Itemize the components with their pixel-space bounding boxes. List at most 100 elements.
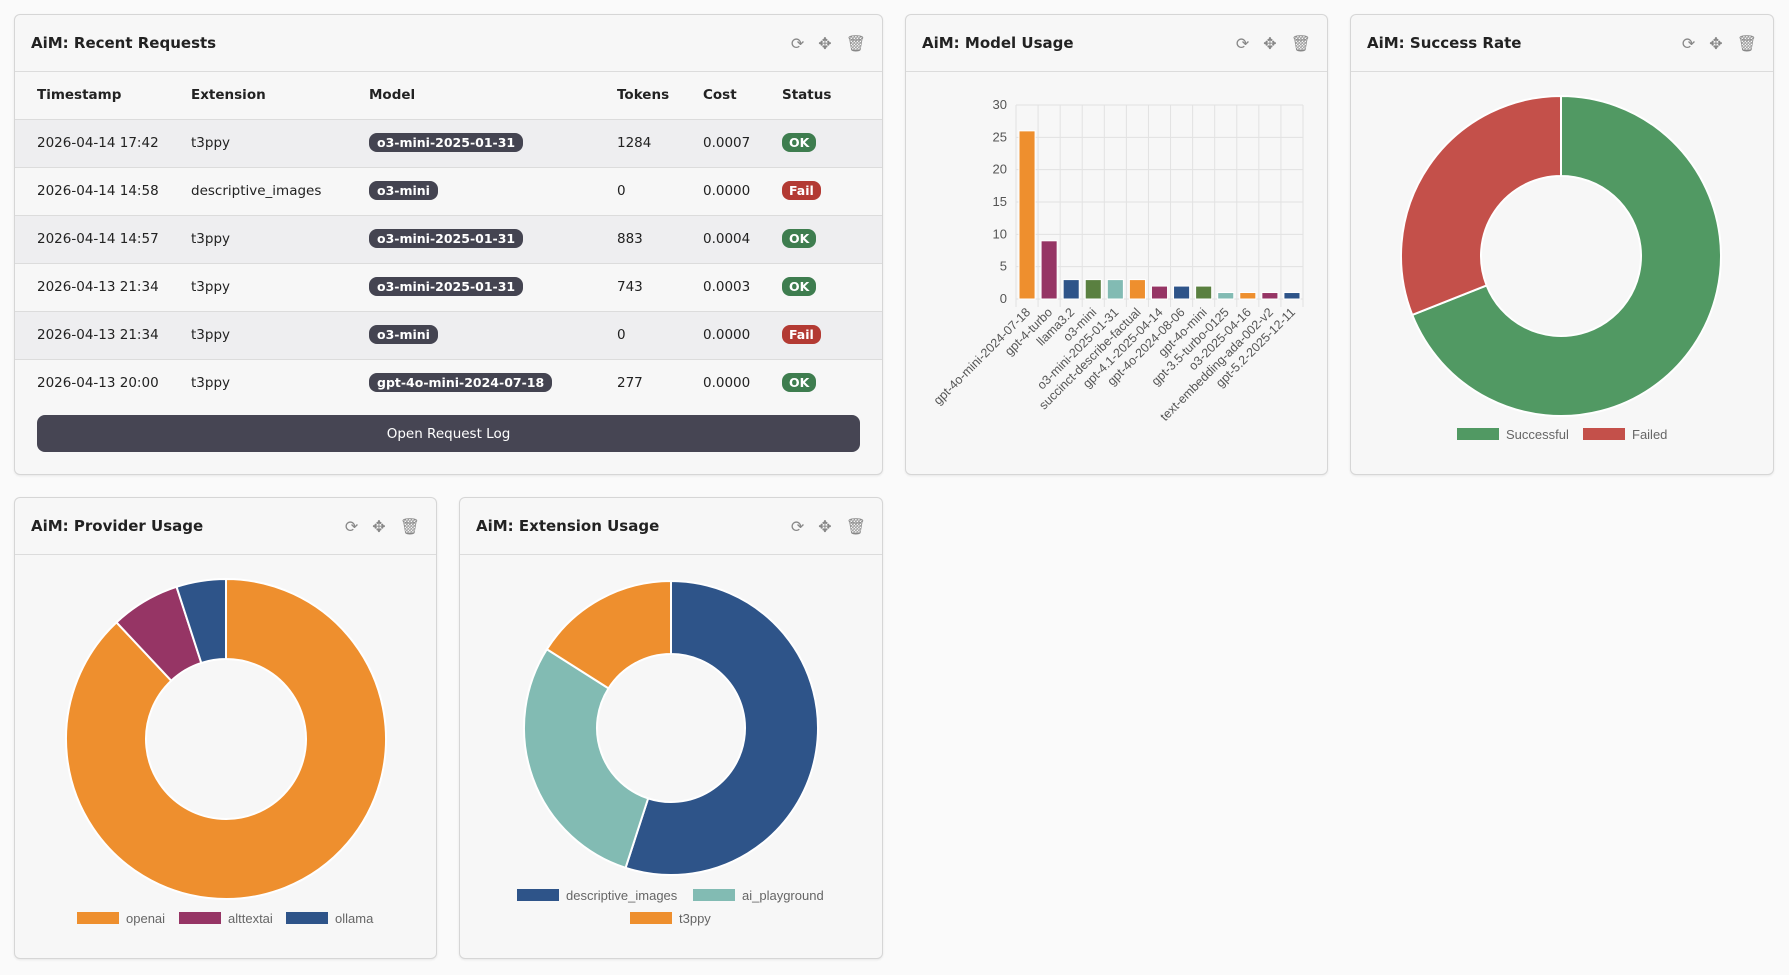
cell-text: 2026-04-14 14:58 <box>37 183 159 199</box>
cell: 0.0000 <box>703 166 782 215</box>
cell-text: 2026-04-13 21:34 <box>37 279 159 295</box>
trash-icon[interactable]: 🗑 <box>1290 33 1311 53</box>
status-badge: OK <box>782 229 817 248</box>
bar <box>1195 285 1213 300</box>
cell: 0.0000 <box>703 358 782 407</box>
legend-label[interactable]: t3ppy <box>679 911 711 926</box>
legend-label[interactable]: ollama <box>335 911 374 926</box>
bar <box>1084 279 1102 300</box>
table-row[interactable]: 2026-04-14 14:57 t3ppy o3-mini-2025-01-31 8… <box>15 214 882 263</box>
cell-text: 0.0000 <box>703 183 751 199</box>
cell: 2026-04-13 21:34 <box>15 310 191 359</box>
trash-icon[interactable]: 🗑 <box>845 516 866 536</box>
refresh-icon[interactable]: ⟳ <box>1235 33 1250 53</box>
y-tick-label: 30 <box>993 97 1007 112</box>
trash-icon[interactable]: 🗑 <box>1736 33 1757 53</box>
legend-label[interactable]: alttextai <box>228 911 273 926</box>
model-badge: o3-mini-2025-01-31 <box>369 277 524 296</box>
cell-text: 2026-04-14 17:42 <box>37 135 159 151</box>
legend-label[interactable]: Successful <box>1506 427 1569 442</box>
cell-text: t3ppy <box>191 327 231 343</box>
bar <box>1018 130 1036 300</box>
column-header[interactable]: Extension <box>191 87 266 104</box>
table-row[interactable]: 2026-04-14 14:58 descriptive_images o3-min… <box>15 166 882 215</box>
trash-icon[interactable]: 🗑 <box>845 33 866 53</box>
cell-text: t3ppy <box>191 135 231 151</box>
legend-swatch <box>1457 428 1499 440</box>
move-icon[interactable]: ✥ <box>818 516 832 536</box>
column-header[interactable]: Cost <box>703 87 737 104</box>
column-header[interactable]: Model <box>369 87 416 104</box>
status-badge: OK <box>782 133 817 152</box>
cell: 2026-04-13 20:00 <box>15 358 191 407</box>
slice <box>65 577 387 900</box>
open-request-log-button[interactable]: Open Request Log <box>37 415 860 452</box>
table-row[interactable]: 2026-04-14 17:42 t3ppy o3-mini-2025-01-31 1… <box>15 118 882 167</box>
status-badge: OK <box>782 277 817 296</box>
table-row[interactable]: 2026-04-13 21:34 t3ppy o3-mini 0 0.0000 Fail <box>15 310 882 359</box>
legend-label[interactable]: Failed <box>1632 427 1667 442</box>
cell-text: 883 <box>617 231 643 247</box>
legend-label[interactable]: ai_playground <box>742 888 824 903</box>
slice <box>1400 94 1562 317</box>
legend-swatch <box>286 912 328 924</box>
column-header[interactable]: Timestamp <box>37 87 122 104</box>
cell-text: t3ppy <box>191 375 231 392</box>
cell: OK <box>782 262 882 311</box>
table-row[interactable]: 2026-04-13 21:34 t3ppy o3-mini-2025-01-31 7… <box>15 262 882 311</box>
cell: 2026-04-14 17:42 <box>15 118 191 167</box>
status-badge: OK <box>782 373 817 393</box>
refresh-icon[interactable]: ⟳ <box>790 516 805 536</box>
table-row[interactable]: 2026-04-13 20:00 t3ppy gpt-4o-mini-2024-07… <box>15 358 882 407</box>
column-header[interactable]: Tokens <box>617 87 670 104</box>
bar <box>1106 279 1124 300</box>
cell: o3-mini-2025-01-31 <box>369 214 617 263</box>
cell: OK <box>782 214 882 263</box>
model-badge: o3-mini-2025-01-31 <box>369 133 524 152</box>
cell: o3-mini <box>369 310 617 359</box>
cell: o3-mini <box>369 166 617 215</box>
column-header[interactable]: Status <box>782 87 832 104</box>
cell-text: 0.0004 <box>703 231 751 247</box>
legend-swatch <box>630 912 672 924</box>
y-tick-label: 5 <box>1000 259 1007 274</box>
x-tick-label: gpt-4o-mini-2024-07-18 <box>931 305 1033 407</box>
panel-title: AiM: Recent Requests <box>31 34 217 52</box>
cell: 743 <box>617 262 703 311</box>
panel-title: AiM: Success Rate <box>1367 34 1522 52</box>
bar <box>1217 292 1235 300</box>
cell: 2026-04-14 14:58 <box>15 166 191 215</box>
cell: t3ppy <box>191 118 369 167</box>
cell-text: 743 <box>617 279 643 295</box>
bar <box>1062 279 1080 300</box>
move-icon[interactable]: ✥ <box>372 516 386 536</box>
cell-text: 0.0007 <box>703 135 751 151</box>
y-tick-label: 20 <box>993 162 1007 177</box>
model-badge: o3-mini <box>369 181 438 200</box>
cell-text: 0.0000 <box>703 375 751 392</box>
cell-text: 1284 <box>617 135 652 151</box>
slice <box>523 647 650 870</box>
slice <box>545 579 672 690</box>
panel-title: AiM: Extension Usage <box>476 517 660 535</box>
y-tick-label: 0 <box>1000 291 1007 306</box>
panel-title: AiM: Model Usage <box>922 34 1074 52</box>
trash-icon[interactable]: 🗑 <box>399 516 420 536</box>
cell-text: 0 <box>617 183 626 199</box>
cell-text: t3ppy <box>191 231 231 247</box>
move-icon[interactable]: ✥ <box>1263 33 1277 53</box>
cell-text: 2026-04-14 14:57 <box>37 231 159 247</box>
cell: 0 <box>617 310 703 359</box>
refresh-icon[interactable]: ⟳ <box>790 33 805 53</box>
cell: o3-mini-2025-01-31 <box>369 262 617 311</box>
legend-label[interactable]: descriptive_images <box>566 888 678 903</box>
move-icon[interactable]: ✥ <box>818 33 832 53</box>
refresh-icon[interactable]: ⟳ <box>344 516 359 536</box>
cell: OK <box>782 358 882 407</box>
cell-text: 0.0000 <box>703 327 751 343</box>
refresh-icon[interactable]: ⟳ <box>1681 33 1696 53</box>
cell-text: 0.0003 <box>703 279 751 295</box>
legend-swatch <box>179 912 221 924</box>
move-icon[interactable]: ✥ <box>1709 33 1723 53</box>
legend-label[interactable]: openai <box>126 911 165 926</box>
